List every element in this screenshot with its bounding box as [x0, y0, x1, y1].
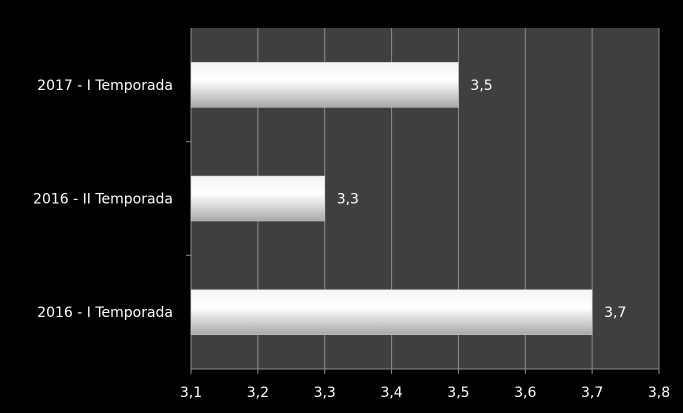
x-tick-label: 3,4: [380, 385, 402, 401]
data-label: 3,7: [604, 305, 626, 321]
x-tick-label: 3,1: [180, 385, 202, 401]
bar: [190, 62, 459, 108]
x-tick-label: 3,6: [514, 385, 536, 401]
x-tick-label: 3,3: [314, 385, 336, 401]
x-tick-label: 3,8: [648, 385, 670, 401]
data-label: 3,5: [470, 78, 492, 94]
data-label: 3,3: [337, 192, 359, 208]
x-tick-label: 3,2: [247, 385, 269, 401]
bar: [190, 175, 325, 222]
x-tick-label: 3,7: [581, 385, 603, 401]
category-label: 2017 - I Temporada: [37, 78, 173, 94]
category-label: 2016 - I Temporada: [37, 305, 173, 321]
x-tick-label: 3,5: [447, 385, 469, 401]
bar: [190, 289, 593, 335]
category-label: 2016 - II Temporada: [33, 192, 173, 208]
